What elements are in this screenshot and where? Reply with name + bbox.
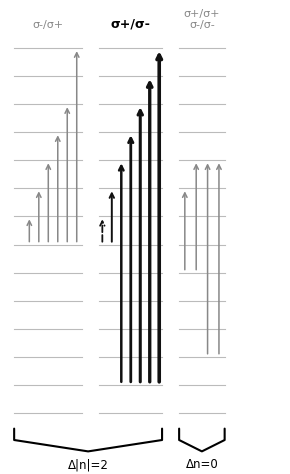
Text: σ+/σ-: σ+/σ- — [111, 17, 151, 30]
Text: σ-/σ+: σ-/σ+ — [33, 20, 64, 30]
Text: Δ|n|=2: Δ|n|=2 — [68, 458, 108, 471]
Text: Δn=0: Δn=0 — [186, 458, 218, 471]
Text: σ+/σ+
σ-/σ-: σ+/σ+ σ-/σ- — [184, 9, 220, 30]
